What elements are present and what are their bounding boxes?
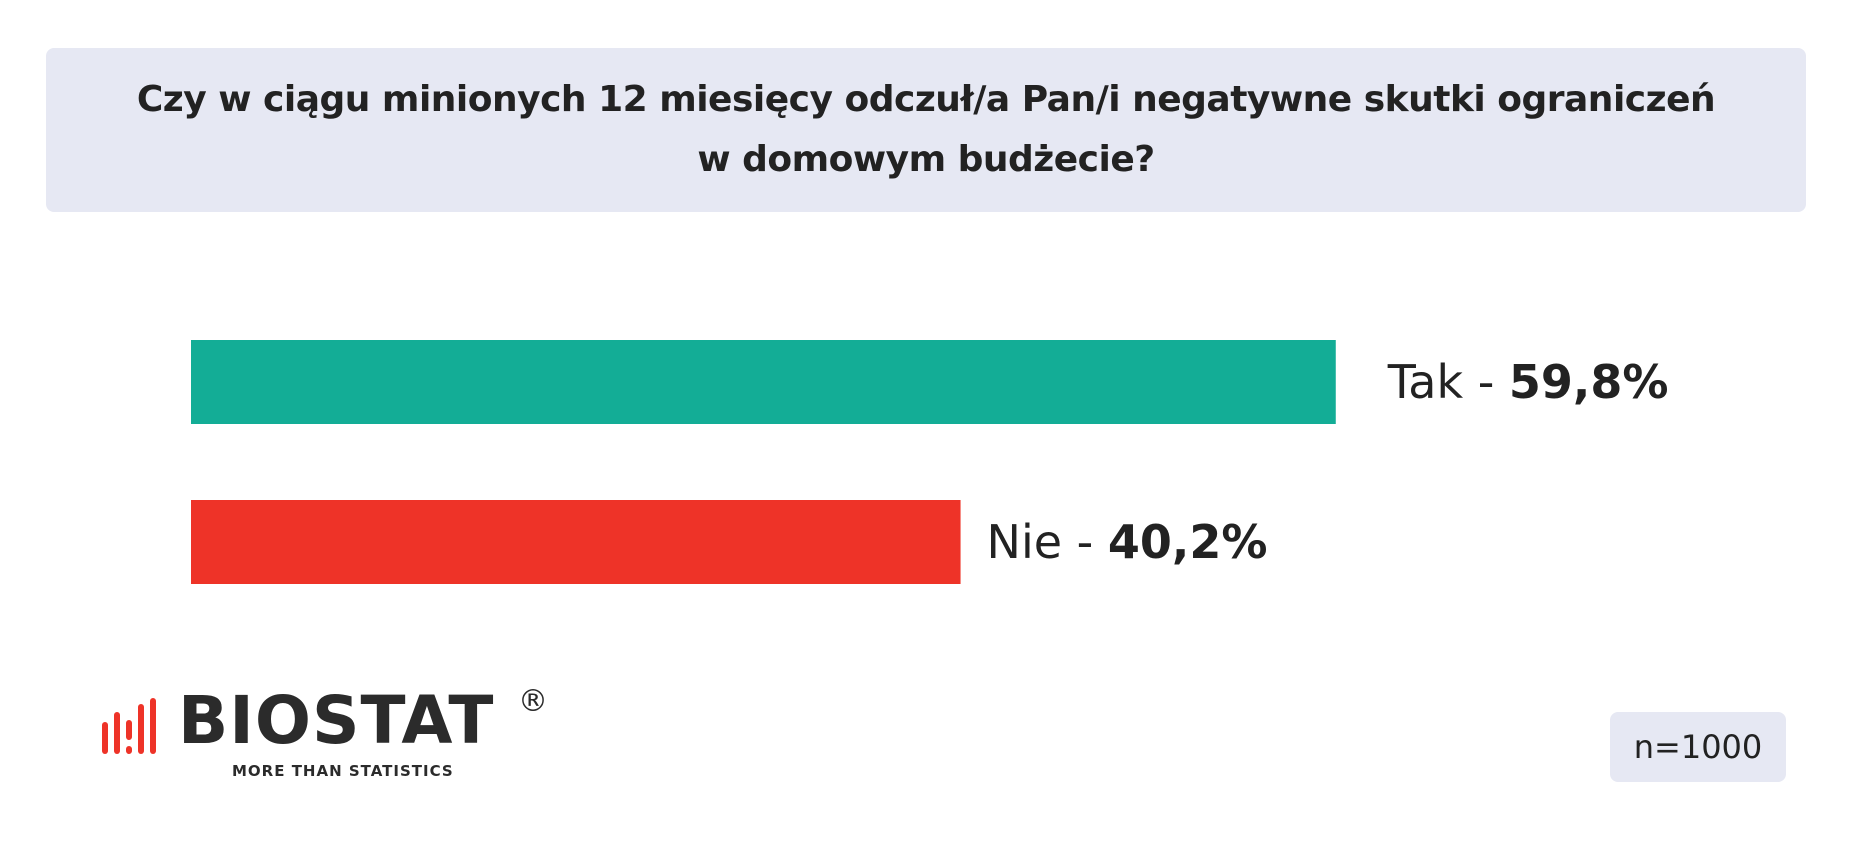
logo-tagline: MORE THAN STATISTICS [232,762,454,780]
bar-value-label: 59,8% [1509,355,1669,409]
bar-nie [191,500,961,584]
bar-tak [191,340,1336,424]
logo-bars-icon [102,698,156,754]
bar-label-tak: Tak - 59,8% [1387,355,1669,409]
chart-title-line-1: Czy w ciągu minionych 12 miesięcy odczuł… [136,79,1716,120]
sample-size-badge: n=1000 [1610,712,1786,782]
biostat-logo: BIOSTAT ® MORE THAN STATISTICS [100,682,560,788]
bar-category-label: Nie - [987,515,1108,569]
logo-wordmark: BIOSTAT [178,682,495,759]
chart-title-line-2: w domowym budżecie? [697,139,1155,180]
bar-label-nie: Nie - 40,2% [987,515,1268,569]
bar-category-label: Tak - [1387,355,1509,409]
registered-mark: ® [518,684,548,719]
title-box: Czy w ciągu minionych 12 miesięcy odczuł… [46,48,1806,212]
bar-value-label: 40,2% [1108,515,1268,569]
